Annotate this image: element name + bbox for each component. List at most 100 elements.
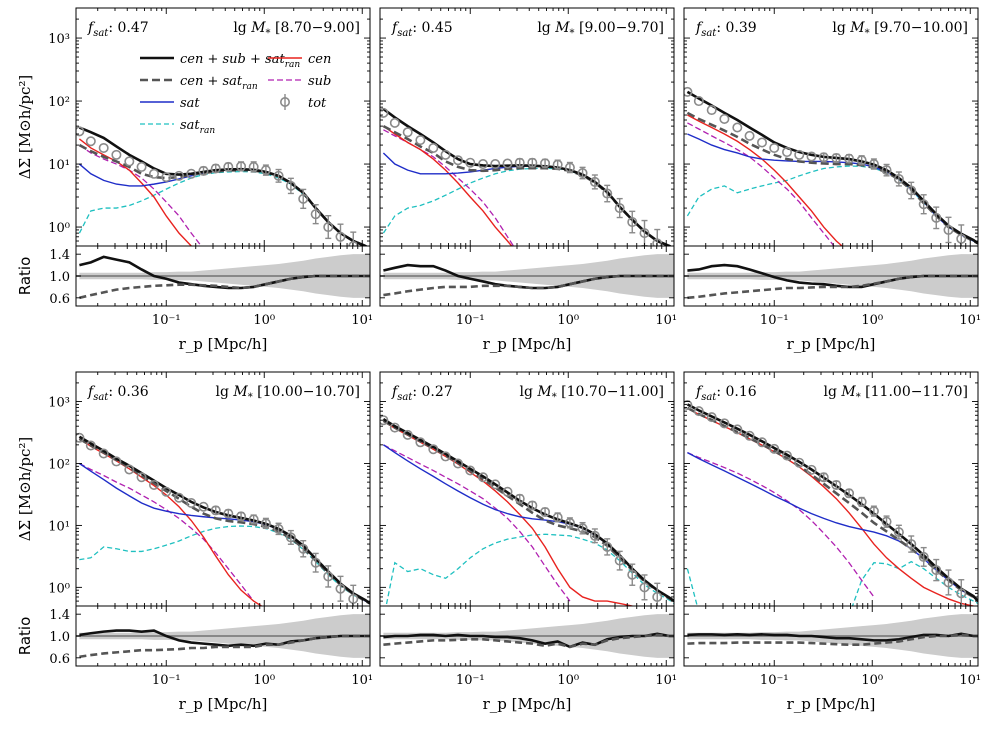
- tot-point: [502, 486, 513, 497]
- tot-point: [298, 543, 309, 554]
- tot-point: [478, 159, 489, 170]
- ratio-y-tick-label: 1.4: [49, 608, 70, 623]
- main-frame: [379, 7, 675, 247]
- fsat-label: fsat: 0.47: [87, 20, 149, 39]
- x-tick-label: 10⁰: [861, 673, 883, 688]
- tot-point: [552, 159, 563, 170]
- tot-point: [744, 430, 755, 441]
- x-axis-label: r_p [Mpc/h]: [179, 335, 268, 353]
- legend-cen-label: cen: [308, 52, 331, 67]
- tot-point: [732, 122, 743, 133]
- x-tick-label: 10⁻¹: [456, 313, 485, 328]
- tot-point: [335, 583, 346, 594]
- panel-5: 10⁻¹ 10⁰ 10¹ r_p [Mpc/h] fsat: 0.27 lg M* [10…: [379, 371, 677, 713]
- total-line: [382, 107, 672, 246]
- tot-point: [719, 113, 730, 124]
- mass-range-label: lg M* [8.70−9.00]: [233, 20, 360, 39]
- tot-point: [389, 117, 400, 128]
- tot-point: [602, 541, 613, 552]
- cen-line: [79, 438, 263, 606]
- tot-point: [161, 486, 172, 497]
- censat-line: [686, 406, 978, 603]
- y-tick-label: 10¹: [48, 158, 70, 173]
- tot-point: [124, 156, 135, 167]
- tot-point: [806, 151, 817, 162]
- main-plot: [380, 415, 674, 606]
- x-tick-label: 10¹: [655, 673, 677, 688]
- tot-point: [198, 501, 209, 512]
- tot-point: [831, 152, 842, 163]
- tot-point: [706, 105, 717, 116]
- ratio-y-tick-label: 1.4: [49, 248, 70, 263]
- tot-point: [323, 222, 334, 233]
- tot-point: [577, 523, 588, 534]
- tot-point: [98, 142, 109, 153]
- ratio-censat-line: [79, 274, 370, 300]
- mass-range-label: lg M* [9.70−10.00]: [832, 20, 968, 39]
- satran-line: [686, 165, 978, 244]
- tot-point: [111, 149, 122, 160]
- tot-point: [223, 508, 234, 519]
- ratio-plot: [684, 614, 978, 658]
- tot-point: [348, 593, 359, 604]
- tot-point: [440, 149, 451, 160]
- ratio-plot: [76, 614, 370, 659]
- satran-line: [686, 568, 698, 606]
- ratio-total-line: [687, 632, 978, 642]
- tot-point: [210, 505, 221, 516]
- legend: cen + sub + satran cen + satran sat satran c…: [140, 52, 331, 136]
- tot-point: [806, 464, 817, 475]
- x-tick-label: 10⁻¹: [456, 673, 485, 688]
- tot-point: [906, 185, 917, 196]
- tot-point: [564, 517, 575, 528]
- legend-total-label: cen + sub + satran: [180, 52, 300, 70]
- censat-line: [382, 124, 672, 246]
- tot-point: [465, 465, 476, 476]
- fsat-label: fsat: 0.27: [391, 384, 453, 403]
- legend-sat-label: sat: [180, 96, 200, 111]
- tot-point: [111, 456, 122, 467]
- ratio-censat-line: [687, 633, 978, 647]
- satran-line: [78, 170, 367, 246]
- tot-point: [478, 472, 489, 483]
- x-tick-label: 10¹: [351, 673, 373, 688]
- main-plot: [76, 432, 370, 606]
- main-plot: [76, 126, 368, 246]
- tot-point: [248, 161, 259, 172]
- tot-point: [174, 492, 185, 503]
- tot-point: [260, 518, 271, 529]
- x-axis-label: r_p [Mpc/h]: [483, 695, 572, 713]
- tot-point: [248, 514, 259, 525]
- censat-line: [78, 143, 368, 246]
- tot-point: [273, 523, 284, 534]
- tot-point: [389, 422, 400, 433]
- tot-point: [514, 157, 525, 168]
- sub-line: [383, 129, 515, 246]
- tot-point: [868, 506, 879, 517]
- tot-point: [684, 399, 693, 410]
- tot-point: [732, 424, 743, 435]
- tot-point: [310, 209, 321, 220]
- ratio-censat-line: [383, 633, 674, 649]
- tot-point: [310, 557, 321, 568]
- x-tick-label: 10⁰: [253, 673, 275, 688]
- tot-point: [186, 168, 197, 179]
- tot-point: [856, 155, 867, 166]
- tot-point: [148, 168, 159, 179]
- ratio-censat-line: [79, 634, 370, 659]
- tot-point: [136, 472, 147, 483]
- panel-1: 10⁻¹ 10⁰ 10¹ r_p [Mpc/h] 10⁰ 10¹ 10² 10³ 0.6 1.0 1…: [16, 7, 373, 353]
- tot-point: [831, 479, 842, 490]
- sub-line: [79, 144, 203, 246]
- x-tick-label: 10⁰: [557, 673, 579, 688]
- legend-satran-label: satran: [180, 118, 215, 136]
- tot-point: [794, 457, 805, 468]
- x-tick-label: 10¹: [959, 673, 981, 688]
- ratio-plot: [380, 254, 674, 298]
- main-plot: [684, 399, 978, 606]
- sub-line: [383, 444, 571, 602]
- x-tick-label: 10⁻¹: [760, 313, 789, 328]
- tot-point: [744, 130, 755, 141]
- mass-range-label: lg M* [9.00−9.70]: [537, 20, 664, 39]
- tot-point: [260, 165, 271, 176]
